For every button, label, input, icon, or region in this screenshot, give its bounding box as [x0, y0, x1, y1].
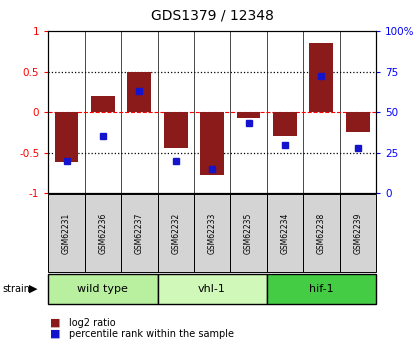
- Text: strain: strain: [2, 284, 30, 294]
- Bar: [310, 43, 333, 112]
- Text: GSM62232: GSM62232: [171, 212, 180, 254]
- Text: GSM62238: GSM62238: [317, 212, 326, 254]
- Bar: [128, 71, 151, 112]
- Bar: [273, 112, 297, 136]
- Bar: [48, 274, 158, 304]
- Text: ▶: ▶: [29, 284, 37, 294]
- Bar: [303, 194, 339, 272]
- Bar: [91, 96, 115, 112]
- Bar: [194, 194, 230, 272]
- Bar: [164, 112, 188, 148]
- Bar: [48, 194, 85, 272]
- Text: GSM62234: GSM62234: [281, 212, 289, 254]
- Bar: [267, 194, 303, 272]
- Text: GSM62236: GSM62236: [98, 212, 108, 254]
- Bar: [346, 112, 370, 132]
- Text: GDS1379 / 12348: GDS1379 / 12348: [151, 9, 273, 22]
- Text: GSM62235: GSM62235: [244, 212, 253, 254]
- Bar: [267, 274, 376, 304]
- Bar: [230, 194, 267, 272]
- Text: GSM62239: GSM62239: [353, 212, 362, 254]
- Bar: [121, 194, 158, 272]
- Bar: [158, 194, 194, 272]
- Bar: [158, 274, 267, 304]
- Text: vhl-1: vhl-1: [198, 284, 226, 294]
- Text: GSM62233: GSM62233: [207, 212, 217, 254]
- Text: wild type: wild type: [77, 284, 129, 294]
- Text: ■: ■: [50, 318, 61, 327]
- Text: log2 ratio: log2 ratio: [69, 318, 116, 327]
- Bar: [85, 194, 121, 272]
- Text: GSM62237: GSM62237: [135, 212, 144, 254]
- Bar: [237, 112, 260, 118]
- Text: percentile rank within the sample: percentile rank within the sample: [69, 329, 234, 339]
- Bar: [200, 112, 224, 175]
- Text: GSM62231: GSM62231: [62, 212, 71, 254]
- Text: ■: ■: [50, 329, 61, 339]
- Text: hif-1: hif-1: [309, 284, 333, 294]
- Bar: [55, 112, 79, 162]
- Bar: [339, 194, 376, 272]
